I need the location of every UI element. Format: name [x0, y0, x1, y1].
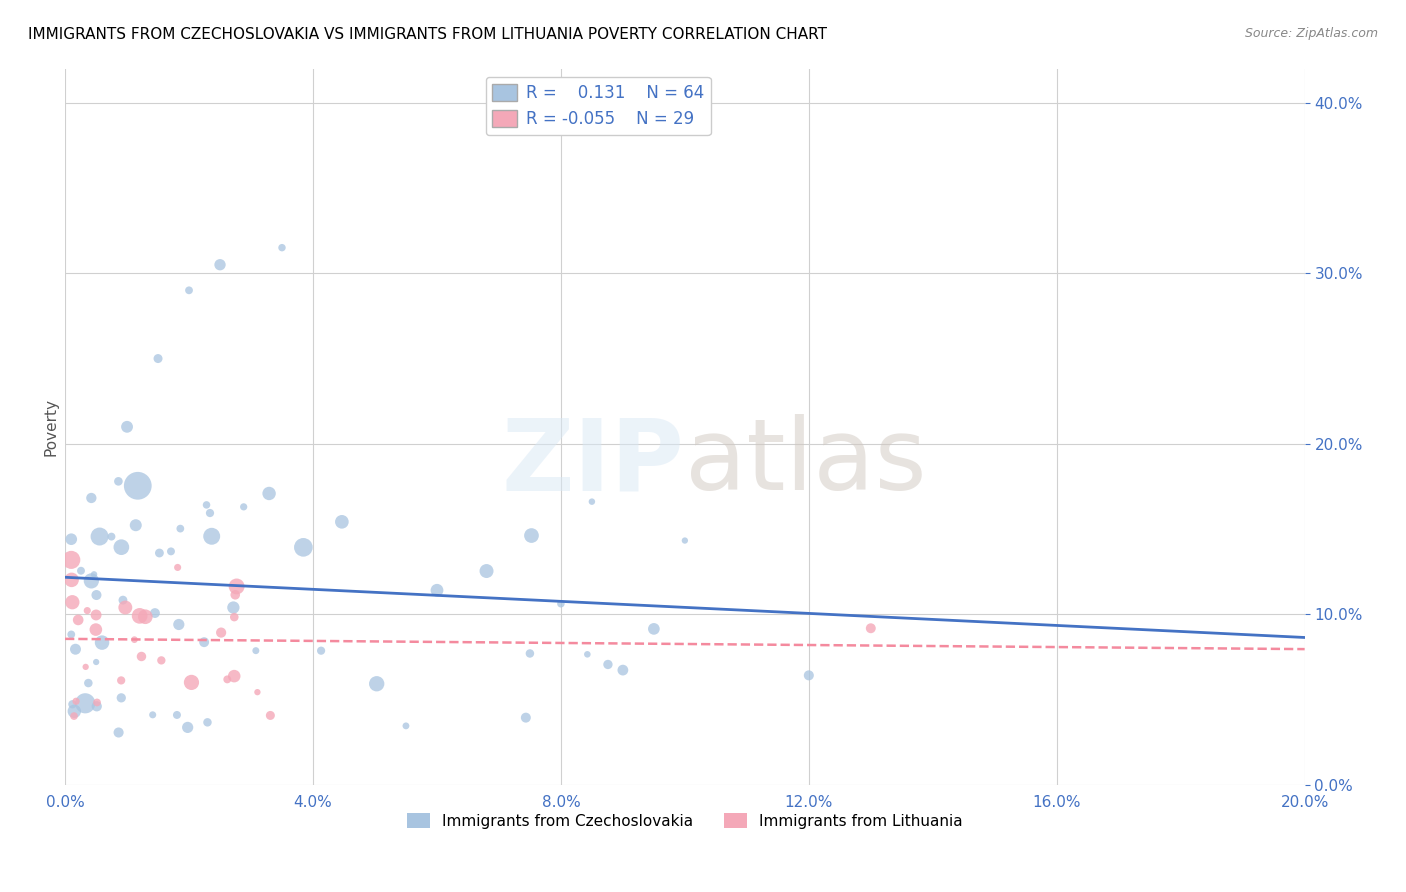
Point — [197, 715, 219, 730]
Y-axis label: Poverty: Poverty — [44, 398, 58, 456]
Point — [209, 625, 232, 640]
Point — [224, 588, 246, 602]
Point — [224, 669, 246, 683]
Point — [65, 642, 87, 657]
Point — [166, 560, 188, 574]
Point — [673, 533, 696, 548]
Point — [195, 498, 218, 512]
Point — [114, 600, 136, 615]
Point — [395, 719, 418, 733]
Point — [193, 635, 215, 649]
Point — [60, 532, 83, 546]
Point — [86, 699, 108, 714]
Point — [127, 479, 149, 493]
Point — [859, 621, 882, 635]
Point — [75, 660, 97, 674]
Point — [576, 648, 599, 662]
Point — [76, 604, 98, 618]
Point — [309, 643, 332, 657]
Point — [198, 506, 221, 520]
Point — [89, 529, 111, 543]
Point — [80, 574, 103, 588]
Point — [60, 553, 83, 567]
Point — [225, 579, 247, 593]
Point — [259, 708, 281, 723]
Point — [86, 696, 108, 710]
Point — [596, 657, 619, 672]
Point — [115, 419, 138, 434]
Point — [60, 627, 83, 641]
Point — [148, 546, 170, 560]
Point — [142, 707, 165, 722]
Point — [110, 673, 132, 688]
Point — [128, 608, 150, 623]
Point — [271, 241, 294, 255]
Point — [246, 685, 269, 699]
Point — [77, 676, 100, 690]
Point — [91, 635, 114, 649]
Point — [426, 583, 449, 598]
Point — [134, 609, 156, 624]
Point — [581, 494, 603, 508]
Text: IMMIGRANTS FROM CZECHOSLOVAKIA VS IMMIGRANTS FROM LITHUANIA POVERTY CORRELATION : IMMIGRANTS FROM CZECHOSLOVAKIA VS IMMIGR… — [28, 27, 827, 42]
Point — [245, 643, 267, 657]
Point — [80, 491, 103, 505]
Point — [515, 711, 537, 725]
Point — [292, 541, 315, 555]
Point — [167, 617, 190, 632]
Point — [107, 725, 129, 739]
Point — [62, 698, 84, 712]
Point — [63, 704, 86, 718]
Point — [131, 649, 153, 664]
Point — [224, 610, 246, 624]
Point — [84, 623, 107, 637]
Point — [100, 530, 122, 544]
Point — [86, 588, 108, 602]
Text: ZIP: ZIP — [502, 414, 685, 511]
Point — [63, 709, 86, 723]
Text: Source: ZipAtlas.com: Source: ZipAtlas.com — [1244, 27, 1378, 40]
Point — [257, 486, 280, 500]
Point — [84, 607, 107, 622]
Point — [107, 475, 129, 489]
Point — [70, 564, 93, 578]
Point — [222, 600, 245, 615]
Point — [366, 677, 388, 691]
Point — [60, 595, 83, 609]
Point — [520, 528, 543, 542]
Point — [146, 351, 169, 366]
Point — [519, 647, 541, 661]
Point — [797, 668, 820, 682]
Point — [124, 632, 146, 647]
Point — [150, 653, 173, 667]
Point — [143, 606, 166, 620]
Point — [643, 622, 665, 636]
Point — [65, 694, 87, 708]
Point — [110, 690, 132, 705]
Point — [160, 544, 183, 558]
Point — [84, 655, 107, 669]
Point — [176, 720, 198, 734]
Point — [125, 518, 148, 533]
Point — [475, 564, 498, 578]
Point — [177, 283, 200, 297]
Point — [180, 675, 202, 690]
Point — [83, 567, 105, 582]
Point — [208, 258, 231, 272]
Point — [217, 673, 239, 687]
Point — [330, 515, 353, 529]
Point — [60, 573, 83, 587]
Point — [550, 597, 572, 611]
Point — [232, 500, 254, 514]
Point — [75, 696, 97, 710]
Point — [169, 522, 191, 536]
Point — [201, 529, 224, 543]
Point — [110, 540, 132, 554]
Text: atlas: atlas — [685, 414, 927, 511]
Point — [67, 613, 90, 627]
Point — [111, 593, 134, 607]
Point — [612, 663, 634, 677]
Legend: Immigrants from Czechoslovakia, Immigrants from Lithuania: Immigrants from Czechoslovakia, Immigran… — [401, 806, 969, 835]
Point — [166, 708, 188, 723]
